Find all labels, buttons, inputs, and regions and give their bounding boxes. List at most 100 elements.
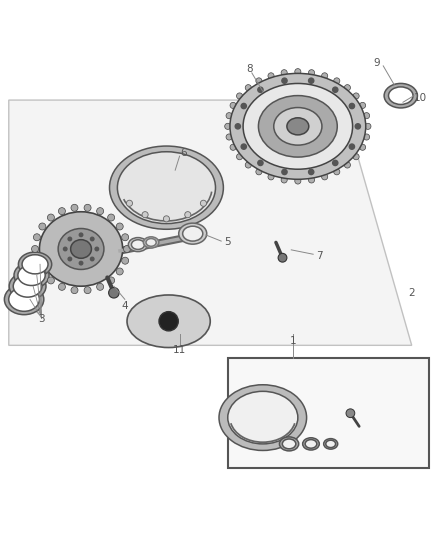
Ellipse shape (14, 262, 49, 288)
Circle shape (47, 277, 54, 284)
Circle shape (122, 257, 129, 264)
Circle shape (91, 237, 94, 241)
Circle shape (185, 212, 191, 218)
Circle shape (159, 312, 178, 331)
Circle shape (124, 246, 131, 253)
Ellipse shape (326, 440, 336, 448)
Ellipse shape (183, 226, 203, 241)
Circle shape (33, 257, 40, 264)
Ellipse shape (18, 265, 45, 286)
Circle shape (360, 144, 366, 150)
Circle shape (308, 78, 314, 83)
Text: 9: 9 (373, 58, 380, 68)
Circle shape (241, 103, 247, 109)
Circle shape (282, 78, 287, 83)
Circle shape (281, 70, 287, 76)
Circle shape (39, 223, 46, 230)
Ellipse shape (384, 84, 417, 108)
Circle shape (32, 246, 39, 253)
Circle shape (364, 134, 370, 140)
Circle shape (344, 162, 350, 168)
Circle shape (256, 169, 262, 175)
Circle shape (97, 284, 104, 290)
Text: 8: 8 (246, 64, 253, 75)
Circle shape (237, 154, 243, 160)
Circle shape (225, 123, 231, 130)
Circle shape (353, 93, 359, 99)
Circle shape (68, 237, 71, 241)
Ellipse shape (71, 240, 92, 259)
Circle shape (71, 204, 78, 211)
Circle shape (47, 214, 54, 221)
Ellipse shape (117, 152, 215, 223)
Circle shape (360, 102, 366, 109)
Ellipse shape (18, 252, 52, 277)
Text: 6: 6 (180, 148, 187, 158)
Ellipse shape (179, 223, 207, 244)
Text: 1: 1 (290, 336, 297, 346)
Circle shape (58, 208, 65, 215)
Ellipse shape (110, 146, 223, 229)
Bar (228, 359, 429, 468)
Ellipse shape (389, 87, 413, 104)
Circle shape (127, 200, 133, 206)
Circle shape (334, 169, 340, 175)
Ellipse shape (243, 84, 353, 169)
Circle shape (241, 144, 247, 149)
Circle shape (226, 134, 232, 140)
Circle shape (237, 93, 243, 99)
Circle shape (122, 234, 129, 241)
Circle shape (344, 85, 350, 91)
Ellipse shape (9, 272, 46, 300)
Circle shape (33, 234, 40, 241)
Circle shape (256, 78, 262, 84)
Circle shape (39, 268, 46, 275)
Circle shape (353, 154, 359, 160)
Circle shape (281, 177, 287, 183)
Ellipse shape (9, 287, 39, 311)
Circle shape (235, 124, 240, 129)
Circle shape (68, 257, 71, 261)
Circle shape (346, 409, 355, 418)
Ellipse shape (143, 237, 159, 248)
Circle shape (332, 87, 338, 92)
Ellipse shape (258, 95, 337, 157)
Circle shape (308, 169, 314, 175)
Ellipse shape (58, 229, 104, 270)
Circle shape (332, 160, 338, 166)
Circle shape (245, 85, 251, 91)
Circle shape (278, 253, 287, 262)
Ellipse shape (283, 439, 296, 449)
Circle shape (295, 178, 301, 184)
Ellipse shape (228, 391, 298, 444)
Circle shape (226, 112, 232, 119)
Circle shape (95, 247, 99, 251)
Text: 10: 10 (414, 93, 427, 103)
Ellipse shape (13, 275, 42, 297)
Circle shape (245, 162, 251, 168)
Text: 4: 4 (121, 301, 128, 311)
Ellipse shape (22, 255, 48, 274)
Circle shape (308, 70, 314, 76)
Circle shape (116, 223, 123, 230)
Ellipse shape (4, 284, 44, 314)
Circle shape (282, 169, 287, 175)
Polygon shape (9, 100, 412, 345)
Circle shape (71, 287, 78, 294)
Circle shape (84, 287, 91, 294)
Circle shape (91, 257, 94, 261)
Text: 7: 7 (316, 251, 323, 261)
Circle shape (79, 233, 83, 237)
Ellipse shape (39, 212, 123, 286)
Text: 2: 2 (408, 288, 415, 298)
Circle shape (365, 123, 371, 130)
Ellipse shape (274, 108, 322, 145)
Circle shape (268, 174, 274, 180)
Circle shape (349, 103, 354, 109)
Ellipse shape (303, 438, 319, 450)
Circle shape (334, 78, 340, 84)
Circle shape (321, 174, 328, 180)
Circle shape (321, 73, 328, 79)
Circle shape (142, 212, 148, 218)
Ellipse shape (230, 74, 366, 179)
